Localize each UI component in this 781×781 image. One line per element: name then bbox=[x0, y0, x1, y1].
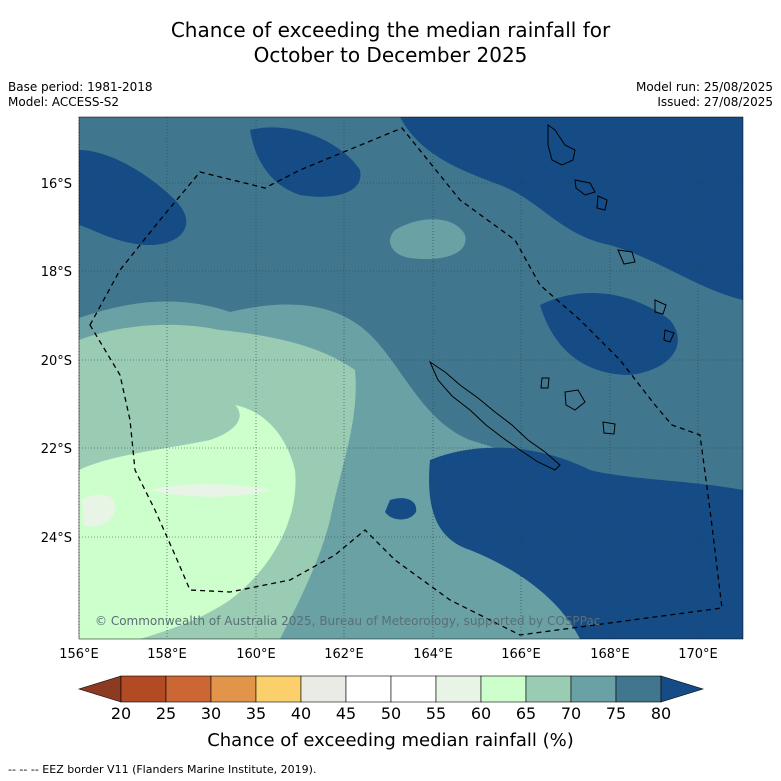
zone-over-75-patch bbox=[385, 498, 417, 520]
colorbar-segment bbox=[255, 675, 302, 703]
eez-footnote: -- -- -- EEZ border V11 (Flanders Marine… bbox=[8, 763, 317, 776]
zone-over-75-vanuatu bbox=[540, 293, 678, 375]
colorbar-segment bbox=[300, 675, 347, 703]
colorbar-segment bbox=[345, 675, 392, 703]
efate-coast bbox=[617, 249, 636, 265]
colorbar bbox=[77, 675, 705, 703]
colorbar-segment bbox=[165, 675, 212, 703]
title-line-1: Chance of exceeding the median rainfall … bbox=[170, 18, 611, 42]
colorbar-tick-label: 80 bbox=[650, 704, 672, 723]
colorbar-segment bbox=[120, 675, 167, 703]
meta-right: Model run: 25/08/2025 Issued: 27/08/2025 bbox=[636, 80, 773, 110]
probability-field bbox=[79, 117, 743, 639]
new-caledonia-coast bbox=[428, 360, 561, 471]
colorbar-tick-label: 20 bbox=[110, 704, 132, 723]
colorbar-segment bbox=[525, 675, 572, 703]
lat-axis: 16°S 18°S 20°S 22°S 24°S bbox=[41, 177, 72, 546]
lat-label: 22°S bbox=[41, 442, 72, 457]
colorbar-tick-label: 55 bbox=[425, 704, 447, 723]
ouvea-coast bbox=[540, 377, 550, 389]
lon-label: 166°E bbox=[501, 647, 541, 662]
lon-label: 160°E bbox=[236, 647, 276, 662]
lat-label: 20°S bbox=[41, 354, 72, 369]
colorbar-tick-label: 45 bbox=[335, 704, 357, 723]
epi-coast bbox=[596, 195, 608, 211]
lon-axis: 156°E 158°E 160°E 162°E 164°E 166°E 168°… bbox=[59, 647, 718, 662]
colorbar-tick-label: 75 bbox=[605, 704, 627, 723]
issued-date: Issued: 27/08/2025 bbox=[657, 95, 773, 109]
lon-label: 164°E bbox=[413, 647, 453, 662]
colorbar-tick-label: 60 bbox=[470, 704, 492, 723]
malekula-coast bbox=[574, 179, 596, 196]
colorbar-tick-label: 65 bbox=[515, 704, 537, 723]
meta-left: Base period: 1981-2018 Model: ACCESS-S2 bbox=[8, 80, 153, 110]
colorbar-tick-label: 40 bbox=[290, 704, 312, 723]
zone-55-60 bbox=[79, 405, 296, 639]
espiritu-santo-coast bbox=[547, 124, 576, 166]
colorbar-segment bbox=[435, 675, 482, 703]
colorbar-segment bbox=[615, 675, 662, 703]
model-run: Model run: 25/08/2025 bbox=[635, 80, 773, 94]
coastlines bbox=[428, 124, 675, 471]
lon-label: 168°E bbox=[590, 647, 630, 662]
zone-over-75-nw bbox=[79, 150, 187, 245]
lat-label: 24°S bbox=[41, 531, 72, 546]
erromango-coast bbox=[654, 299, 667, 315]
zone-50-55-west bbox=[82, 494, 116, 527]
lon-label: 162°E bbox=[324, 647, 364, 662]
zone-65-70-north-patch bbox=[390, 219, 466, 260]
tanna-coast bbox=[663, 329, 675, 343]
colorbar-under-arrow bbox=[77, 675, 122, 703]
colorbar-over-arrow bbox=[660, 675, 705, 703]
colorbar-segment bbox=[210, 675, 257, 703]
colorbar-tick-label: 30 bbox=[200, 704, 222, 723]
map-title: Chance of exceeding the median rainfall … bbox=[0, 18, 781, 68]
lat-label: 18°S bbox=[41, 265, 72, 280]
colorbar-segment bbox=[390, 675, 437, 703]
colorbar-label: Chance of exceeding median rainfall (%) bbox=[207, 730, 574, 751]
zone-50-55-streak bbox=[150, 484, 270, 497]
colorbar-segment bbox=[480, 675, 527, 703]
colorbar-tick-label: 50 bbox=[380, 704, 402, 723]
colorbar-tick-label: 35 bbox=[245, 704, 267, 723]
colorbar-segment bbox=[570, 675, 617, 703]
lon-label: 170°E bbox=[678, 647, 718, 662]
copyright-credit: © Commonwealth of Australia 2025, Bureau… bbox=[95, 614, 601, 628]
lon-label: 158°E bbox=[147, 647, 187, 662]
base-period: Base period: 1981-2018 bbox=[8, 80, 153, 94]
lat-label: 16°S bbox=[41, 177, 72, 192]
zone-over-75-north bbox=[250, 127, 361, 197]
lon-label: 156°E bbox=[59, 647, 99, 662]
map-frame bbox=[78, 116, 744, 640]
mare-coast bbox=[602, 421, 616, 435]
zone-over-75-ne bbox=[400, 117, 743, 300]
model-name: Model: ACCESS-S2 bbox=[8, 95, 120, 109]
lifou-coast bbox=[564, 389, 586, 411]
zone-over-75-se bbox=[429, 447, 743, 639]
colorbar-tick-label: 70 bbox=[560, 704, 582, 723]
title-line-2: October to December 2025 bbox=[253, 43, 528, 67]
colorbar-tick-label: 25 bbox=[155, 704, 177, 723]
